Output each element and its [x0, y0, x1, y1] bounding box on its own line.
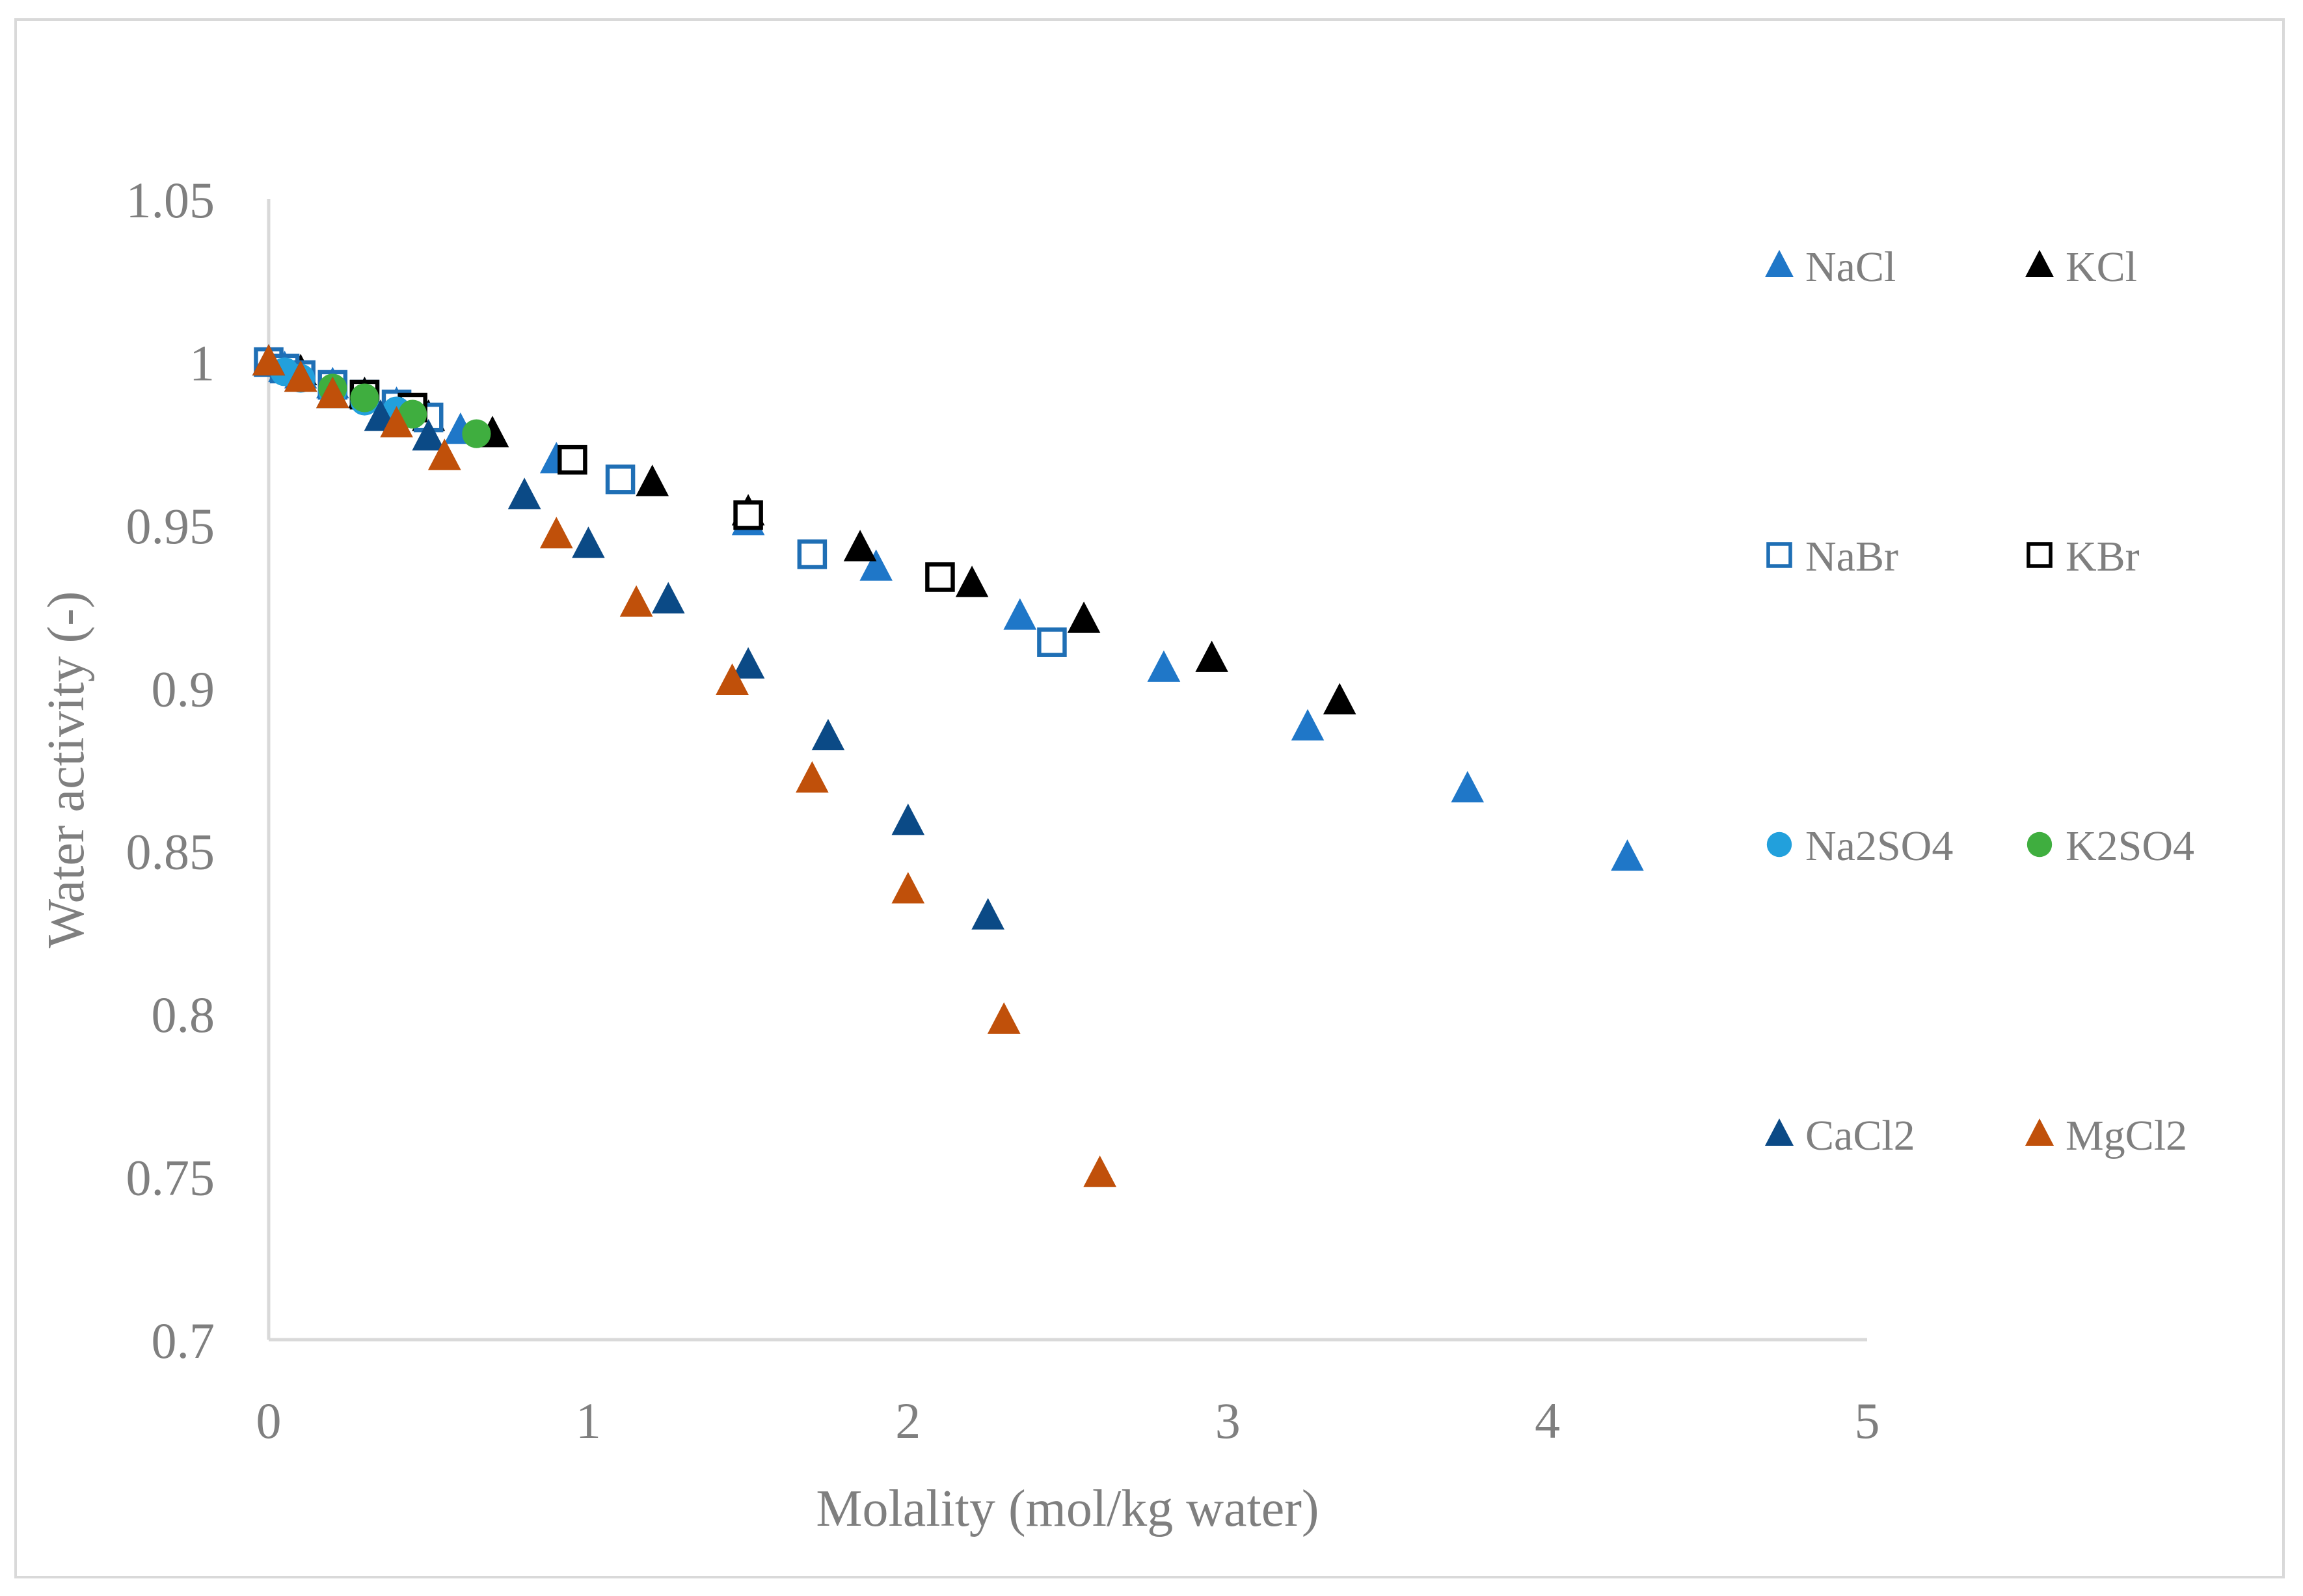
data-point	[252, 344, 286, 376]
data-point	[412, 419, 445, 451]
y-axis-title: Water activity (-)	[38, 591, 95, 949]
data-point	[1291, 709, 1325, 741]
data-point	[955, 565, 989, 597]
data-point	[1037, 627, 1067, 657]
legend-marker	[2027, 542, 2053, 568]
legend-marker	[1765, 250, 1794, 277]
data-point	[427, 439, 461, 470]
x-tick-label: 0	[256, 1392, 282, 1449]
legend-item-k2so4: K2SO4	[2027, 822, 2194, 870]
data-point	[619, 585, 653, 617]
data-point	[1147, 650, 1181, 682]
data-point	[1611, 839, 1644, 871]
axes	[267, 199, 1867, 1342]
data-point	[891, 872, 925, 904]
legend: NaCl KCl NaBr KBr Na2SO4 K2SO4 CaCl2 MgCl2	[1765, 243, 2194, 1159]
data-point	[651, 582, 685, 614]
legend-marker	[2027, 832, 2053, 858]
data-point	[350, 383, 379, 413]
legend-label: MgCl2	[2066, 1112, 2187, 1159]
legend-label: K2SO4	[2066, 822, 2194, 870]
x-tick-label: 4	[1535, 1392, 1560, 1449]
x-tick-labels: 0 1 2 3 4 5	[256, 1392, 1880, 1449]
legend-marker	[1766, 542, 1792, 568]
y-tick-label: 0.95	[126, 498, 215, 554]
data-point	[891, 804, 925, 835]
legend-label: NaBr	[1805, 533, 1898, 580]
data-point	[716, 663, 749, 695]
y-tick-labels: 0.7 0.75 0.8 0.85 0.9 0.95 1 1.05	[126, 172, 215, 1369]
chart-frame	[14, 18, 2285, 1578]
x-axis-title: Molality (mol/kg water)	[816, 1480, 1319, 1537]
data-point	[925, 562, 955, 592]
data-point	[1451, 770, 1485, 803]
data-point	[843, 530, 877, 561]
legend-marker	[2025, 1118, 2054, 1146]
legend-label: Na2SO4	[1805, 822, 1953, 870]
legend-item-kcl: KCl	[2025, 243, 2137, 291]
legend-marker	[2025, 250, 2054, 277]
data-point	[316, 376, 349, 409]
x-tick-label: 5	[1855, 1392, 1880, 1449]
series-k2so4	[318, 373, 491, 448]
series-cacl2	[252, 344, 1004, 930]
data-point	[859, 549, 893, 581]
data-point	[605, 464, 636, 494]
data-point	[507, 478, 541, 509]
y-tick-label: 0.85	[126, 824, 215, 880]
data-point	[1195, 640, 1228, 672]
y-tick-label: 1.05	[126, 172, 215, 228]
legend-item-nabr: NaBr	[1766, 533, 1898, 580]
series-mgcl2	[252, 344, 1116, 1187]
legend-label: KCl	[2066, 243, 2137, 291]
x-tick-label: 2	[895, 1392, 921, 1449]
legend-label: CaCl2	[1805, 1112, 1915, 1159]
legend-item-cacl2: CaCl2	[1765, 1112, 1915, 1159]
data-point	[636, 465, 669, 496]
data-points	[252, 344, 1644, 1187]
data-point	[462, 419, 491, 448]
y-tick-label: 0.9	[152, 660, 215, 717]
data-point	[733, 500, 763, 530]
data-point	[731, 647, 765, 679]
legend-item-nacl: NaCl	[1765, 243, 1896, 291]
y-tick-label: 0.8	[152, 986, 215, 1043]
data-point	[1067, 601, 1101, 633]
data-point	[797, 539, 828, 569]
y-tick-label: 0.75	[126, 1150, 215, 1206]
data-point	[572, 526, 605, 558]
data-point	[1003, 598, 1037, 630]
data-point	[987, 1002, 1021, 1034]
x-tick-label: 3	[1215, 1392, 1241, 1449]
legend-marker	[1766, 832, 1792, 858]
x-tick-label: 1	[576, 1392, 601, 1449]
data-point	[398, 399, 427, 429]
legend-item-na2so4: Na2SO4	[1766, 822, 1953, 870]
data-point	[539, 517, 573, 548]
legend-marker	[1765, 1118, 1794, 1146]
legend-label: KBr	[2066, 533, 2140, 580]
series-kcl	[284, 353, 1356, 715]
y-tick-label: 1	[189, 334, 215, 391]
y-tick-label: 0.7	[152, 1312, 215, 1369]
legend-label: NaCl	[1805, 243, 1896, 291]
series-nacl	[252, 344, 1644, 871]
data-point	[796, 761, 829, 793]
data-point	[284, 360, 317, 392]
legend-item-mgcl2: MgCl2	[2025, 1112, 2187, 1159]
data-point	[1323, 683, 1356, 715]
data-point	[811, 718, 845, 751]
data-point	[1083, 1155, 1116, 1187]
legend-item-kbr: KBr	[2027, 533, 2140, 580]
data-point	[558, 444, 587, 475]
data-point	[380, 405, 413, 438]
data-point	[971, 898, 1004, 930]
